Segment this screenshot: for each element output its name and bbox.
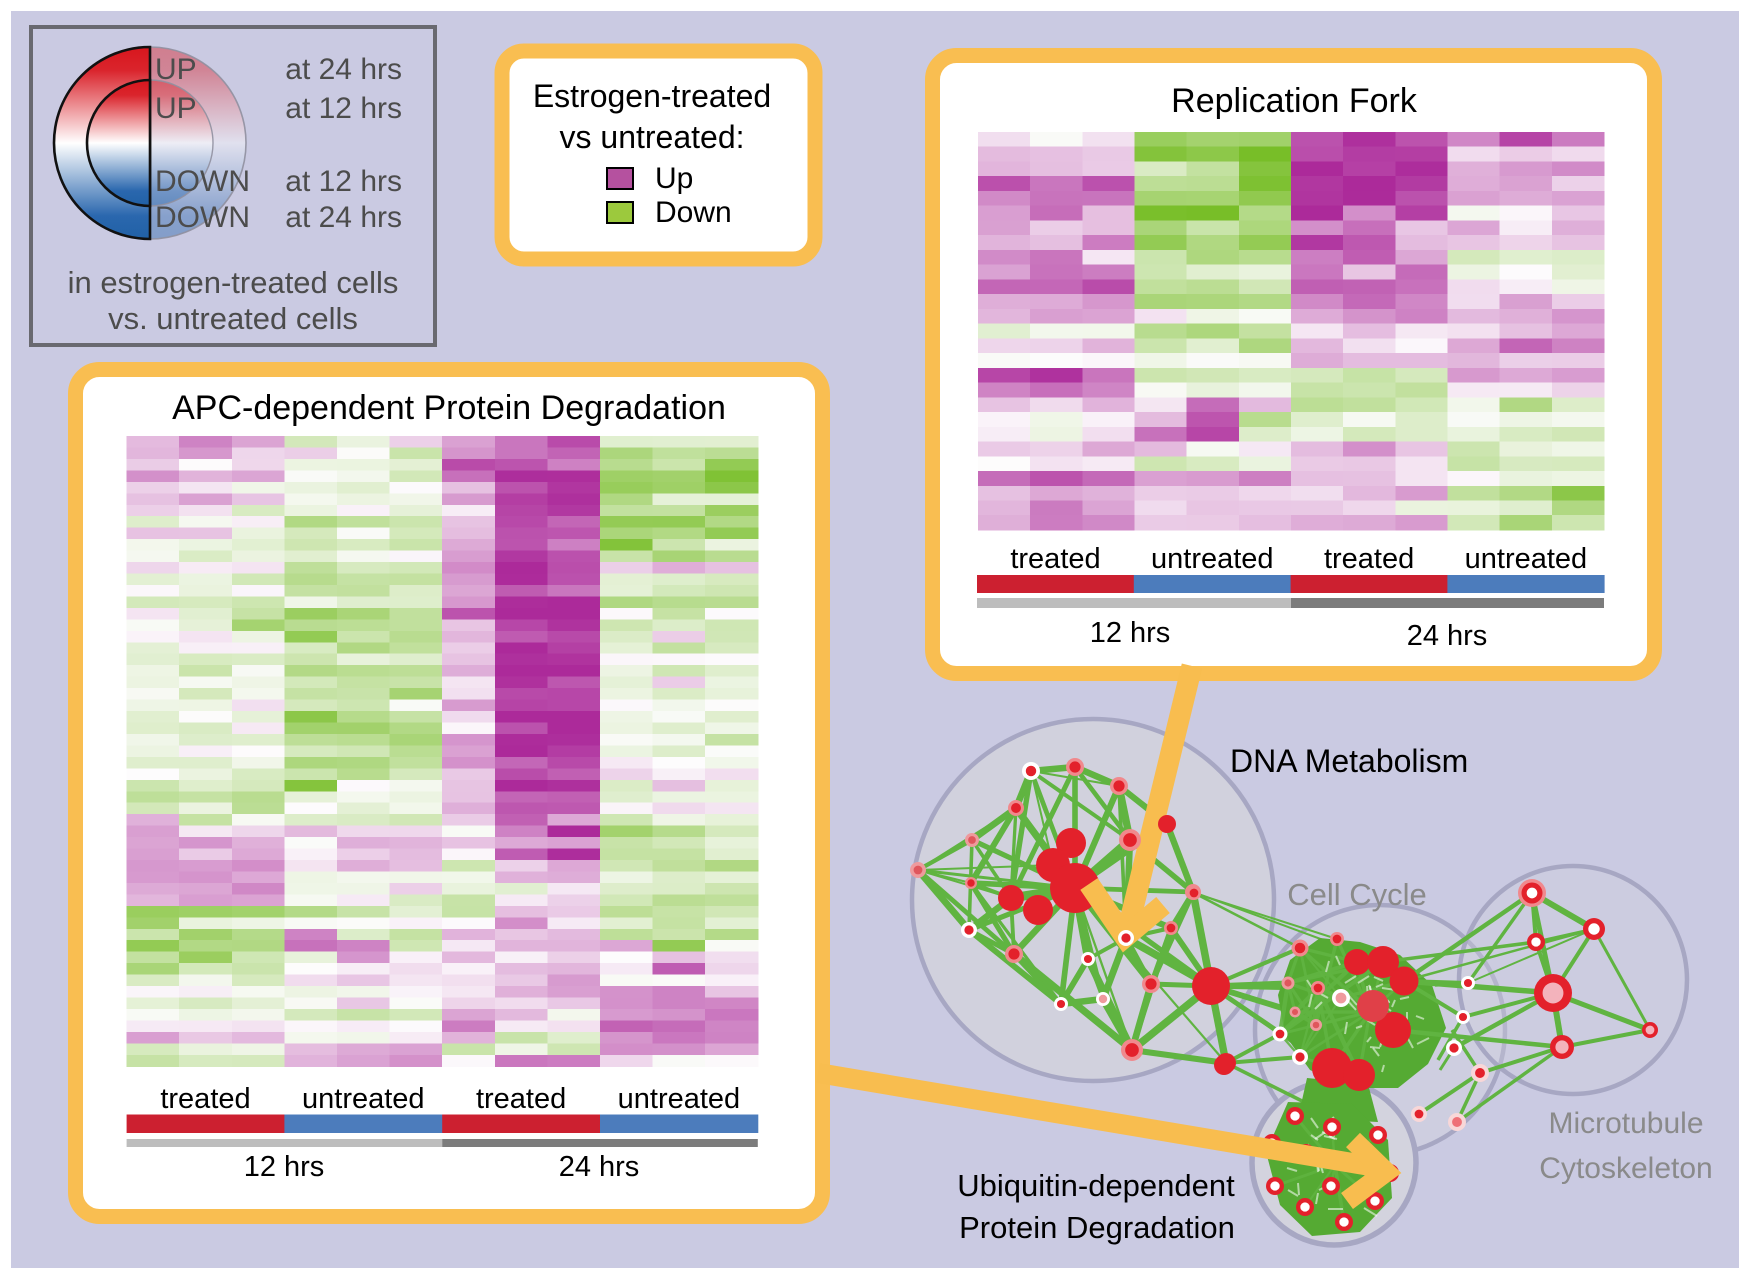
svg-text:DOWN: DOWN [155,165,250,198]
svg-text:DOWN: DOWN [155,201,250,234]
svg-text:Down: Down [655,196,732,229]
svg-text:APC-dependent Protein Degradat: APC-dependent Protein Degradation [172,389,726,427]
svg-text:treated: treated [476,1083,566,1115]
svg-text:12 hrs: 12 hrs [244,1151,325,1183]
svg-text:UP: UP [155,92,197,125]
svg-text:at 12 hrs: at 12 hrs [285,92,402,125]
svg-text:Protein Degradation: Protein Degradation [959,1210,1235,1245]
svg-text:treated: treated [160,1083,250,1115]
svg-text:Cell Cycle: Cell Cycle [1287,877,1427,912]
svg-text:Microtubule: Microtubule [1548,1107,1703,1140]
svg-text:Ubiquitin-dependent: Ubiquitin-dependent [957,1168,1235,1203]
svg-text:DNA Metabolism: DNA Metabolism [1230,743,1468,779]
svg-text:untreated: untreated [1465,543,1588,575]
svg-text:untreated: untreated [302,1083,425,1115]
svg-text:at 24 hrs: at 24 hrs [285,201,402,234]
svg-text:vs. untreated cells: vs. untreated cells [108,301,358,336]
svg-text:UP: UP [155,53,197,86]
svg-text:Estrogen-treated: Estrogen-treated [533,78,771,114]
svg-text:untreated: untreated [1151,543,1274,575]
svg-text:treated: treated [1324,543,1414,575]
svg-text:12 hrs: 12 hrs [1090,617,1171,649]
svg-text:24 hrs: 24 hrs [559,1151,640,1183]
svg-text:in estrogen-treated cells: in estrogen-treated cells [68,265,399,300]
svg-text:Cytoskeleton: Cytoskeleton [1539,1152,1712,1185]
svg-text:vs untreated:: vs untreated: [560,119,745,155]
svg-text:at 12 hrs: at 12 hrs [285,165,402,198]
svg-text:Up: Up [655,162,693,195]
svg-text:untreated: untreated [618,1083,741,1115]
svg-text:Replication Fork: Replication Fork [1171,82,1418,120]
svg-text:24 hrs: 24 hrs [1407,620,1488,652]
svg-text:treated: treated [1010,543,1100,575]
svg-text:at 24 hrs: at 24 hrs [285,53,402,86]
